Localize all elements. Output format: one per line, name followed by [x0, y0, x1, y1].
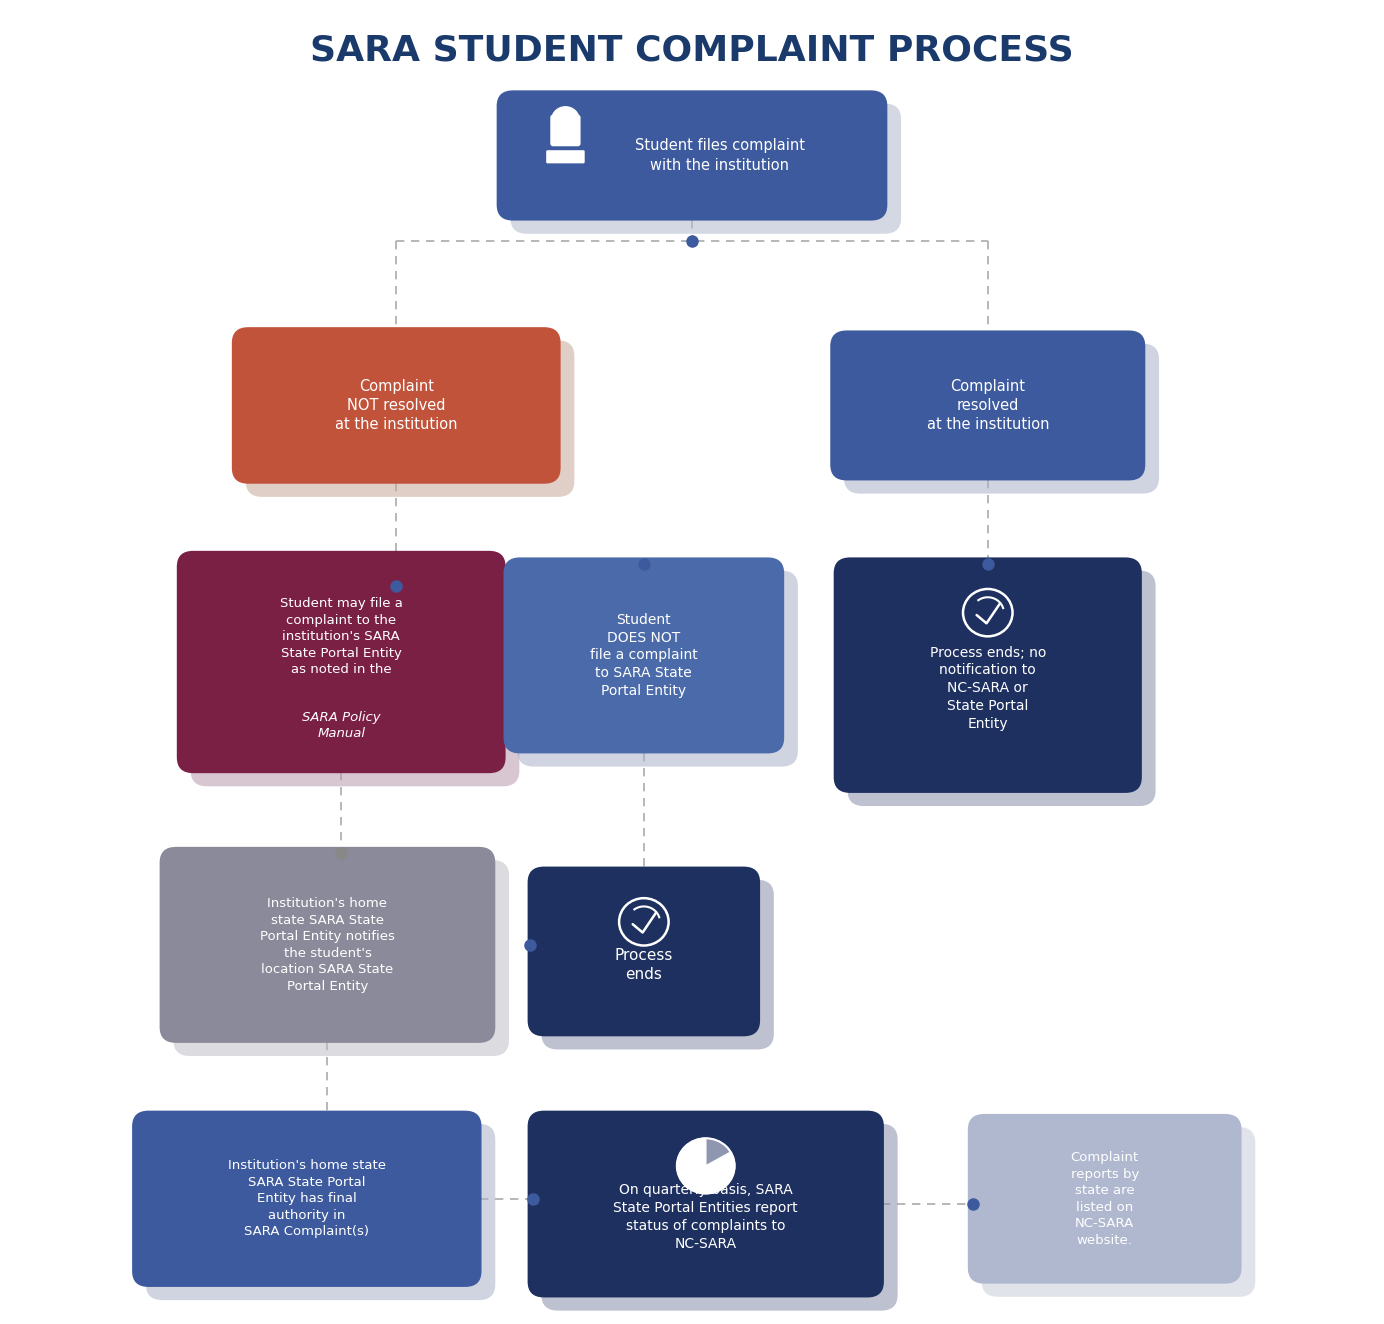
Text: On quarterly basis, SARA
State Portal Entities report
status of complaints to
NC: On quarterly basis, SARA State Portal En…: [613, 1184, 799, 1251]
FancyBboxPatch shape: [131, 1111, 482, 1287]
FancyBboxPatch shape: [844, 344, 1158, 494]
FancyBboxPatch shape: [518, 571, 799, 767]
Text: Institution's home state
SARA State Portal
Entity has final
authority in
SARA Co: Institution's home state SARA State Port…: [228, 1160, 386, 1238]
FancyBboxPatch shape: [547, 150, 584, 163]
Text: Complaint
resolved
at the institution: Complaint resolved at the institution: [926, 379, 1049, 432]
Text: Student
DOES NOT
file a complaint
to SARA State
Portal Entity: Student DOES NOT file a complaint to SAR…: [590, 613, 698, 698]
Text: SARA STUDENT COMPLAINT PROCESS: SARA STUDENT COMPLAINT PROCESS: [310, 33, 1074, 68]
FancyBboxPatch shape: [245, 340, 574, 496]
Text: Student files complaint
with the institution: Student files complaint with the institu…: [634, 139, 804, 172]
FancyBboxPatch shape: [497, 90, 887, 221]
Text: Student may file a
complaint to the
institution's SARA
State Portal Entity
as no: Student may file a complaint to the inst…: [280, 597, 403, 677]
FancyBboxPatch shape: [511, 103, 901, 234]
Text: Complaint
reports by
state are
listed on
NC-SARA
website.: Complaint reports by state are listed on…: [1070, 1151, 1139, 1246]
FancyBboxPatch shape: [541, 1124, 898, 1311]
FancyBboxPatch shape: [191, 564, 519, 786]
FancyBboxPatch shape: [847, 571, 1156, 806]
Text: Institution's home
state SARA State
Portal Entity notifies
the student's
locatio: Institution's home state SARA State Port…: [260, 898, 394, 993]
FancyBboxPatch shape: [159, 847, 495, 1043]
Polygon shape: [677, 1139, 735, 1193]
Circle shape: [552, 107, 579, 134]
FancyBboxPatch shape: [177, 551, 505, 773]
Text: Complaint
NOT resolved
at the institution: Complaint NOT resolved at the institutio…: [335, 379, 458, 432]
FancyBboxPatch shape: [527, 867, 760, 1037]
Text: SARA Policy
Manual: SARA Policy Manual: [302, 711, 381, 740]
FancyBboxPatch shape: [830, 331, 1146, 481]
FancyBboxPatch shape: [833, 557, 1142, 793]
FancyBboxPatch shape: [173, 861, 509, 1057]
Text: Process ends; no
notification to
NC-SARA or
State Portal
Entity: Process ends; no notification to NC-SARA…: [930, 646, 1046, 731]
Text: Process
ends: Process ends: [614, 948, 673, 981]
Polygon shape: [706, 1139, 731, 1166]
FancyBboxPatch shape: [967, 1113, 1241, 1284]
FancyBboxPatch shape: [504, 557, 785, 753]
FancyBboxPatch shape: [981, 1127, 1255, 1296]
FancyBboxPatch shape: [145, 1124, 495, 1300]
FancyBboxPatch shape: [541, 879, 774, 1050]
FancyBboxPatch shape: [551, 115, 580, 146]
FancyBboxPatch shape: [233, 327, 561, 483]
FancyBboxPatch shape: [527, 1111, 884, 1298]
